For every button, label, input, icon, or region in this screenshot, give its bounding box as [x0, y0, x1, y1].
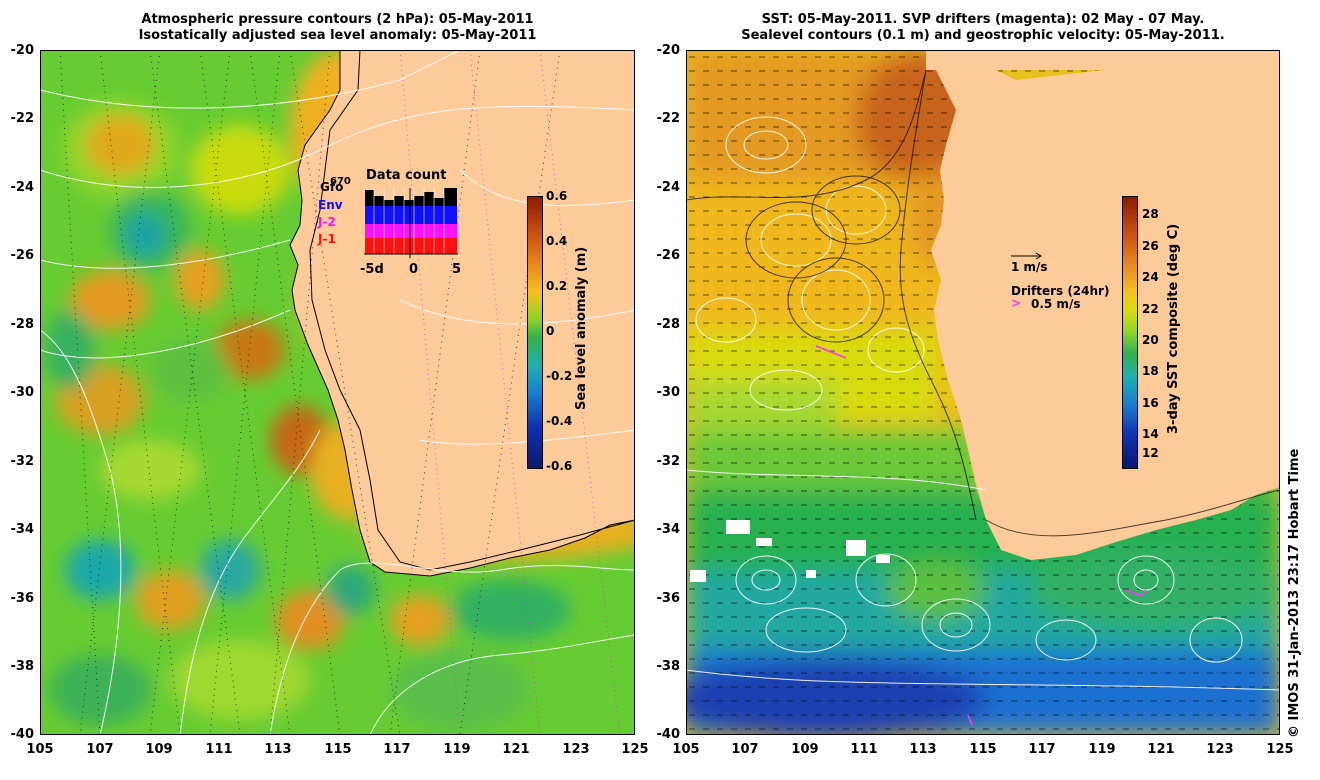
right-xtick: 111 [850, 742, 878, 757]
sst-tick-4: 20 [1142, 333, 1159, 347]
inset-xtick-m5: -5d [360, 262, 384, 277]
left-xtick: 119 [443, 742, 471, 757]
sla-colorbar-label: Sea level anomaly (m) [574, 246, 589, 410]
sla-colorbar [527, 196, 543, 469]
sst-tick-0: 28 [1142, 207, 1159, 221]
inset-series-gfo: Gfo [320, 180, 344, 194]
sla-tick-0: 0.6 [546, 189, 568, 203]
right-xtick: 105 [672, 742, 700, 757]
sst-colorbar-label: 3-day SST composite (deg C) [1166, 223, 1181, 434]
right-ytick: -28 [656, 317, 681, 332]
inset-xtick-5: 5 [452, 262, 462, 277]
right-ytick: -34 [656, 522, 681, 537]
left-xtick: 113 [264, 742, 292, 757]
right-xtick: 115 [969, 742, 997, 757]
right-ytick: -40 [656, 727, 681, 742]
left-xtick: 117 [383, 742, 411, 757]
left-ytick: -40 [10, 727, 35, 742]
sla-tick-2: 0.2 [546, 279, 568, 293]
sst-map[interactable] [686, 50, 1280, 735]
left-ytick: -24 [10, 180, 35, 195]
sea-level-anomaly-map[interactable] [40, 50, 635, 735]
right-ytick: -38 [656, 659, 681, 674]
right-title-line1: SST: 05-May-2011. SVP drifters (magenta)… [761, 12, 1205, 27]
drifter-legend-value: 0.5 m/s [1031, 297, 1081, 311]
right-ytick: -26 [656, 248, 681, 263]
left-title: Atmospheric pressure contours (2 hPa): 0… [40, 12, 635, 44]
left-ytick: -22 [10, 111, 35, 126]
sst-tick-1: 26 [1142, 239, 1159, 253]
left-xtick: 111 [205, 742, 233, 757]
right-ytick: -36 [656, 591, 681, 606]
left-xtick: 123 [562, 742, 590, 757]
right-xtick: 125 [1266, 742, 1294, 757]
left-ytick: -36 [10, 591, 35, 606]
right-ytick: -20 [656, 43, 681, 58]
left-ytick: -20 [10, 43, 35, 58]
left-title-line1: Atmospheric pressure contours (2 hPa): 0… [141, 12, 534, 27]
velocity-legend-label: 1 m/s [1011, 260, 1048, 274]
drifter-legend-title: Drifters (24hr) [1011, 284, 1110, 298]
left-xtick: 105 [26, 742, 54, 757]
data-count-inset: Data count 670 Gfo Env J-2 J-1 -5d 0 5 [318, 168, 468, 288]
right-xtick: 113 [909, 742, 937, 757]
left-xtick: 121 [502, 742, 530, 757]
right-ytick: -32 [656, 454, 681, 469]
inset-max-label: 670 [330, 176, 351, 187]
velocity-legend-arrow [1011, 252, 1042, 260]
sst-tick-5: 18 [1142, 364, 1159, 378]
sla-tick-6: -0.6 [546, 459, 573, 473]
left-ytick: -34 [10, 522, 35, 537]
sst-tick-2: 24 [1142, 270, 1159, 284]
inset-series-j2: J-2 [318, 215, 336, 229]
right-ytick: -22 [656, 111, 681, 126]
sst-tick-7: 14 [1142, 427, 1159, 441]
sst-colorbar [1122, 196, 1138, 469]
left-xtick: 125 [621, 742, 649, 757]
inset-title: Data count [366, 168, 447, 183]
left-xtick: 109 [145, 742, 173, 757]
left-title-line2: Isostatically adjusted sea level anomaly… [138, 28, 537, 43]
inset-series-j1: J-1 [318, 232, 336, 246]
left-xtick: 107 [86, 742, 114, 757]
right-xtick: 121 [1147, 742, 1175, 757]
right-xtick: 107 [731, 742, 759, 757]
right-ytick: -30 [656, 385, 681, 400]
right-ytick: -24 [656, 180, 681, 195]
sst-tick-3: 22 [1142, 302, 1159, 316]
inset-bars [364, 188, 458, 258]
sla-tick-3: 0 [546, 324, 555, 338]
sst-tick-8: 12 [1142, 446, 1159, 460]
inset-series-env: Env [318, 198, 343, 212]
right-title: SST: 05-May-2011. SVP drifters (magenta)… [686, 12, 1280, 44]
left-ytick: -30 [10, 385, 35, 400]
left-xtick: 115 [324, 742, 352, 757]
drifter-legend-arrow: > [1011, 296, 1022, 310]
imos-credit: © IMOS 31-Jan-2013 23:17 Hobart Time [1287, 448, 1302, 738]
left-ytick: -26 [10, 248, 35, 263]
sst-tick-6: 16 [1142, 396, 1159, 410]
sla-tick-4: -0.2 [546, 369, 573, 383]
right-xtick: 119 [1088, 742, 1116, 757]
sla-tick-1: 0.4 [546, 234, 568, 248]
left-ytick: -32 [10, 454, 35, 469]
right-xtick: 117 [1028, 742, 1056, 757]
right-xtick: 109 [791, 742, 819, 757]
left-ytick: -28 [10, 317, 35, 332]
inset-xtick-0: 0 [409, 262, 419, 277]
right-title-line2: Sealevel contours (0.1 m) and geostrophi… [741, 28, 1225, 43]
right-xtick: 123 [1206, 742, 1234, 757]
left-ytick: -38 [10, 659, 35, 674]
sla-tick-5: -0.4 [546, 414, 573, 428]
